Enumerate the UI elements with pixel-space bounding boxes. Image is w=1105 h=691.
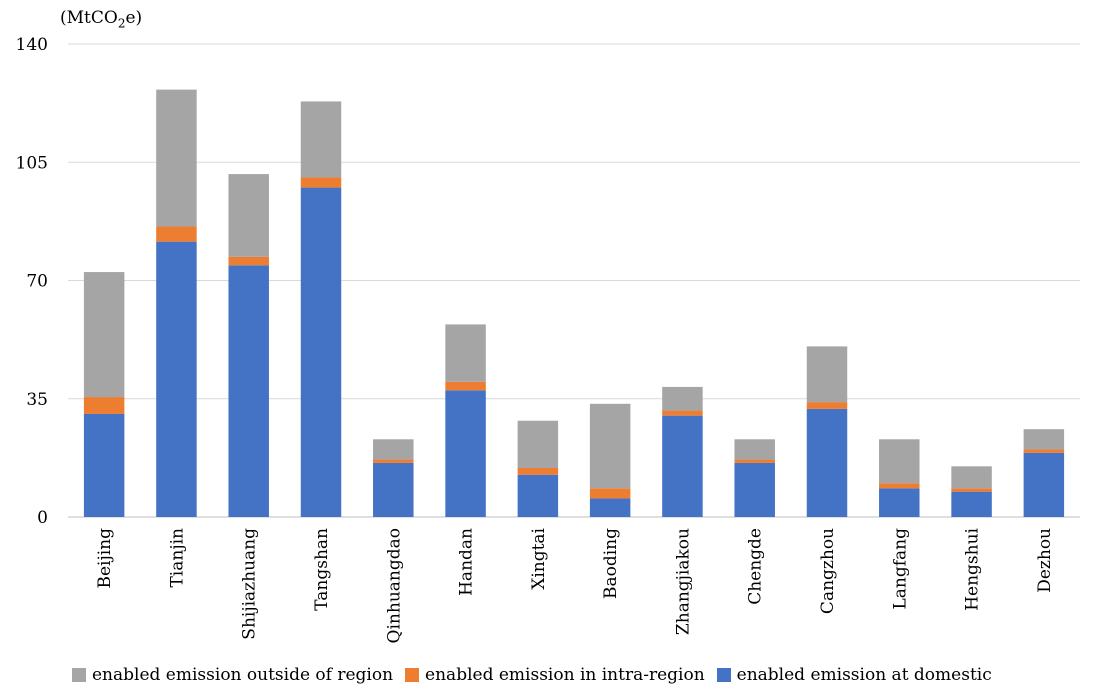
bar-segment-langfang-series-1 [879, 483, 920, 489]
bar-segment-dezhou-series-2 [1023, 429, 1065, 450]
x-tick-label: Tangshan [312, 528, 332, 611]
legend-item: enabled emission outside of region [72, 665, 393, 685]
bar-segment-handan-series-1 [445, 381, 486, 391]
x-axis-labels: Beijing Tianjin Shijiazhuang Tangshan Qinhua… [95, 527, 1055, 643]
y-tick-label: 0 [37, 508, 48, 528]
bar-segment-baoding-series-0 [589, 498, 631, 517]
legend-swatch [716, 668, 731, 682]
bar-segment-zhangjiakou-series-0 [662, 415, 703, 517]
legend-label: enabled emission outside of region [92, 665, 394, 685]
bar-segment-baoding-series-1 [589, 488, 631, 499]
bar-segment-cangzhou-series-0 [806, 408, 848, 517]
x-tick-label: Baoding [601, 528, 621, 599]
bar-segment-baoding-series-2 [589, 403, 631, 489]
x-tick-label: Cangzhou [818, 528, 838, 614]
gridlines [68, 43, 1080, 518]
y-axis-unit-label: (MtCO2e) [60, 8, 143, 31]
bar-segment-tianjin-series-2 [156, 89, 197, 227]
bar-segment-chengde-series-0 [734, 462, 775, 517]
bar-segment-hengshui-series-2 [951, 466, 992, 489]
x-tick-label: Handan [457, 528, 477, 596]
bar-segment-shijiazhuang-series-1 [228, 256, 269, 266]
x-tick-label: Hengshui [963, 527, 983, 610]
stacked-bar-chart: 0 35 70 105 140 Beijing Tianjin Shijiazhuang Ta… [16, 35, 1080, 643]
bar-segment-handan-series-2 [445, 324, 486, 382]
bar-segment-shijiazhuang-series-0 [228, 265, 269, 517]
y-tick-label: 35 [26, 390, 48, 410]
legend-item: enabled emission at domestic [716, 665, 992, 685]
bar-segment-dezhou-series-0 [1023, 452, 1065, 517]
legend-item: enabled emission in intra-region [405, 665, 705, 685]
bar-segment-xingtai-series-1 [517, 468, 559, 475]
bar-segment-beijing-series-2 [83, 272, 125, 398]
bar-segment-zhangjiakou-series-1 [662, 410, 703, 416]
bar-segment-xingtai-series-2 [517, 420, 559, 469]
bar-segment-shijiazhuang-series-2 [228, 174, 269, 257]
bar-segment-hengshui-series-0 [951, 491, 992, 517]
bar-segment-qinhuangdao-series-2 [373, 439, 414, 460]
x-tick-label: Qinhuangdao [384, 528, 404, 643]
bar-segment-hengshui-series-1 [951, 488, 992, 492]
legend-swatch [405, 668, 420, 682]
y-tick-label: 70 [26, 272, 48, 292]
bar-segment-xingtai-series-0 [517, 474, 559, 517]
bar-segment-beijing-series-1 [83, 397, 125, 414]
bar-segment-dezhou-series-1 [1023, 449, 1065, 453]
bars [83, 89, 1065, 517]
legend: enabled emission outside of region enable… [72, 663, 1004, 687]
legend-label: enabled emission in intra-region [425, 665, 705, 685]
bar-segment-zhangjiakou-series-2 [662, 386, 703, 411]
y-tick-label: 105 [16, 153, 48, 173]
x-tick-label: Shijiazhuang [240, 528, 260, 640]
bar-segment-cangzhou-series-1 [806, 402, 848, 409]
bar-segment-tangshan-series-0 [300, 187, 342, 517]
legend-swatch [72, 668, 86, 682]
bar-segment-cangzhou-series-2 [806, 346, 848, 403]
y-axis-ticks: 0 35 70 105 140 [16, 35, 48, 528]
x-tick-label: Langfang [890, 528, 910, 610]
legend-label: enabled emission at domestic [736, 665, 992, 685]
bar-segment-chengde-series-2 [734, 439, 775, 460]
bar-segment-tangshan-series-1 [300, 177, 342, 188]
x-tick-label: Tianjin [167, 528, 187, 588]
x-tick-label: Beijing [95, 528, 115, 589]
bar-segment-tangshan-series-2 [300, 101, 342, 178]
x-tick-label: Dezhou [1035, 528, 1055, 593]
bar-segment-qinhuangdao-series-1 [373, 459, 414, 463]
bar-segment-tianjin-series-1 [156, 226, 197, 242]
x-tick-label: Xingtai [529, 527, 549, 589]
x-tick-label: Chengde [746, 528, 766, 605]
bar-segment-langfang-series-0 [879, 488, 920, 517]
bar-segment-langfang-series-2 [879, 439, 920, 484]
bar-segment-tianjin-series-0 [156, 241, 197, 517]
bar-segment-chengde-series-1 [734, 459, 775, 463]
y-tick-label: 140 [16, 35, 48, 55]
x-tick-label: Zhangjiakou [673, 528, 693, 635]
bar-segment-beijing-series-0 [83, 413, 125, 517]
bar-segment-qinhuangdao-series-0 [373, 462, 414, 517]
bar-segment-handan-series-0 [445, 390, 486, 517]
